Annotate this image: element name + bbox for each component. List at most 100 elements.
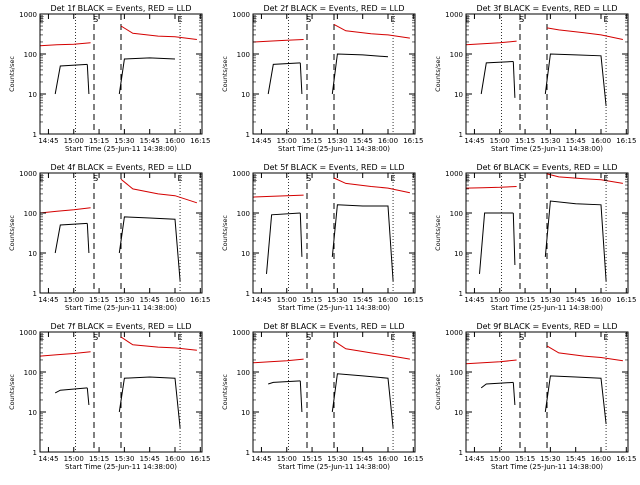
plot-frame (465, 172, 629, 294)
x-tick-label: 16:00 (165, 296, 185, 304)
plot-frame (252, 172, 416, 294)
series-line-red (120, 336, 197, 351)
series-line-red (546, 345, 623, 362)
x-axis-label: Start Time (25-Jun-11 14:38:00) (65, 463, 177, 471)
x-tick-label: 15:00 (490, 137, 510, 145)
time-marker-label: E (39, 15, 44, 24)
y-tick-label: 1000 (445, 170, 463, 178)
x-axis-label: Start Time (25-Jun-11 14:38:00) (65, 145, 177, 153)
series-line-red (465, 40, 517, 46)
y-axis-label: Counts/sec (8, 56, 16, 92)
x-tick-label: 15:45 (140, 137, 160, 145)
time-marker-label: E (391, 15, 396, 24)
series-line-black (512, 61, 516, 98)
x-tick-label: 15:30 (114, 137, 134, 145)
series-line-black (118, 57, 176, 95)
x-tick-label: 15:45 (353, 455, 373, 463)
x-tick-label: 16:00 (378, 137, 398, 145)
y-tick-label: 100 (24, 210, 37, 218)
x-tick-label: 15:15 (302, 296, 322, 304)
time-marker-label: E (604, 15, 609, 24)
x-axis-label: Start Time (25-Jun-11 14:38:00) (491, 463, 603, 471)
y-tick-label: 10 (28, 250, 37, 258)
chart-panel: Det 7f BLACK = Events, RED = LLD 1 10 100 10… (8, 322, 210, 471)
chart-title: Det 2f BLACK = Events, RED = LLD (263, 4, 404, 13)
x-tick-label: 16:15 (403, 455, 423, 463)
time-marker-label: E (178, 174, 183, 183)
series-line-black (268, 380, 301, 385)
y-tick-label: 1 (459, 131, 463, 139)
x-tick-label: 15:30 (327, 137, 347, 145)
x-tick-label: 14:45 (38, 296, 58, 304)
y-tick-label: 1 (33, 131, 37, 139)
y-tick-label: 10 (454, 409, 463, 417)
series-line-red (252, 39, 304, 43)
y-tick-label: 1000 (445, 329, 463, 337)
x-axis-label: Start Time (25-Jun-11 14:38:00) (65, 304, 177, 312)
series-line-red (465, 359, 517, 365)
y-tick-label: 10 (241, 250, 250, 258)
time-marker-label: S (93, 333, 98, 342)
x-axis-label: Start Time (25-Jun-11 14:38:00) (278, 304, 390, 312)
x-tick-label: 15:45 (140, 296, 160, 304)
x-tick-label: 15:15 (89, 137, 109, 145)
x-tick-label: 16:00 (165, 455, 185, 463)
x-tick-label: 14:45 (464, 137, 484, 145)
x-tick-label: 16:15 (190, 296, 210, 304)
chart-panel: Det 8f BLACK = Events, RED = LLD 1 10 100 10… (221, 322, 423, 471)
y-tick-label: 1 (246, 449, 250, 457)
time-marker-label: S (306, 174, 311, 183)
time-marker-label: S (306, 15, 311, 24)
y-axis-label: Counts/sec (221, 56, 229, 92)
series-line-black (544, 375, 607, 425)
y-tick-label: 10 (28, 409, 37, 417)
chart-panel: Det 4f BLACK = Events, RED = LLD 1 10 100 10… (8, 163, 210, 312)
y-tick-label: 1000 (232, 170, 250, 178)
series-line-red (333, 23, 410, 39)
y-tick-label: 1000 (19, 170, 37, 178)
y-tick-label: 1000 (19, 11, 37, 19)
x-tick-label: 15:00 (277, 137, 297, 145)
x-tick-label: 15:45 (566, 296, 586, 304)
y-tick-label: 100 (450, 210, 463, 218)
time-marker-label: E (252, 333, 257, 342)
y-tick-label: 1 (459, 449, 463, 457)
series-line-red (39, 42, 91, 47)
x-tick-label: 15:45 (566, 455, 586, 463)
x-tick-label: 16:15 (403, 296, 423, 304)
x-axis-label: Start Time (25-Jun-11 14:38:00) (278, 463, 390, 471)
chart-title: Det 6f BLACK = Events, RED = LLD (476, 163, 617, 172)
series-line-black (544, 200, 607, 282)
y-tick-label: 100 (450, 51, 463, 59)
plot-frame (252, 13, 416, 135)
series-line-black (54, 387, 88, 394)
series-line-red (333, 340, 410, 360)
x-tick-label: 15:30 (114, 455, 134, 463)
x-tick-label: 16:15 (403, 137, 423, 145)
time-marker-label: E (39, 333, 44, 342)
time-marker-label: E (252, 174, 257, 183)
series-line-red (120, 178, 198, 204)
x-tick-label: 15:00 (490, 296, 510, 304)
y-tick-label: 1000 (19, 329, 37, 337)
x-tick-label: 14:45 (464, 455, 484, 463)
time-marker-label: E (604, 333, 609, 342)
series-line-red (546, 27, 624, 40)
y-tick-label: 1000 (445, 11, 463, 19)
plot-frame (39, 172, 203, 294)
series-line-black (266, 212, 301, 274)
time-marker-label: E (39, 174, 44, 183)
time-marker-label: E (465, 333, 470, 342)
series-line-black (479, 212, 514, 274)
chart-panel: Det 9f BLACK = Events, RED = LLD 1 10 100 10… (434, 322, 636, 471)
x-tick-label: 15:30 (540, 137, 560, 145)
x-tick-label: 15:30 (540, 296, 560, 304)
x-tick-label: 15:15 (89, 296, 109, 304)
time-marker-label: S (519, 174, 524, 183)
x-tick-label: 15:15 (302, 137, 322, 145)
chart-title: Det 4f BLACK = Events, RED = LLD (50, 163, 191, 172)
x-tick-label: 15:00 (64, 296, 84, 304)
series-line-black (331, 373, 394, 428)
